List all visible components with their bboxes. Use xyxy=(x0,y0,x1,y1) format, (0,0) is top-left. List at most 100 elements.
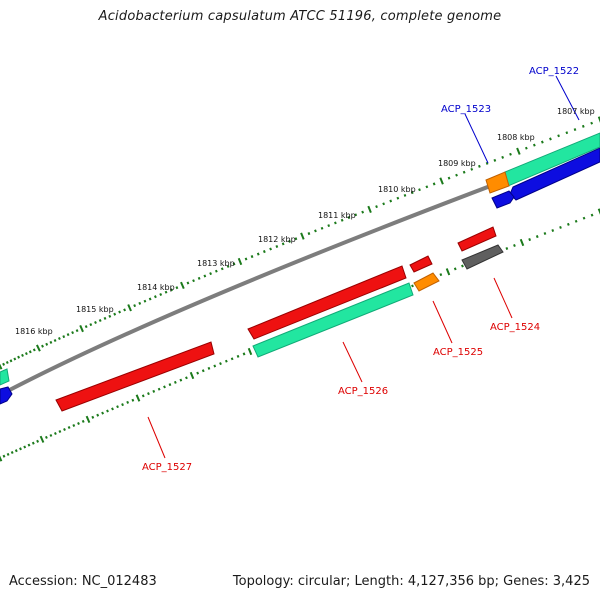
ruler-minor-tick xyxy=(84,325,88,329)
connector-ACP_1527 xyxy=(147,416,166,459)
ruler-minor-tick xyxy=(403,193,407,197)
gene-red-small[interactable] xyxy=(409,255,433,273)
ruler-minor-tick xyxy=(447,176,451,180)
ruler-minor-tick xyxy=(505,247,509,250)
ruler-minor-tick xyxy=(389,199,393,203)
ruler-minor-tick xyxy=(89,323,93,327)
ruler-minor-tick xyxy=(163,385,166,389)
ruler-minor-tick xyxy=(220,267,224,271)
ruler-minor-tick xyxy=(179,378,183,382)
connector-ACP_1523 xyxy=(464,113,489,164)
ruler-minor-tick xyxy=(186,281,190,285)
ruler-minor-tick xyxy=(17,355,21,359)
ruler-minor-tick xyxy=(540,140,544,144)
ruler-minor-tick xyxy=(543,232,547,235)
gene-ACP_1524[interactable] xyxy=(461,244,504,270)
ruler-major-tick xyxy=(135,394,141,402)
ruler-minor-tick xyxy=(590,121,594,125)
gene-label-ACP_1522[interactable]: ACP_1522 xyxy=(529,66,579,77)
ruler-label: 1814 kbp xyxy=(137,283,175,292)
ruler-minor-tick xyxy=(27,443,31,447)
gene-label-ACP_1524[interactable]: ACP_1524 xyxy=(490,322,540,333)
ruler-minor-tick xyxy=(49,340,53,344)
ruler-label: 1810 kbp xyxy=(378,185,416,194)
ruler-minor-tick xyxy=(565,131,569,135)
ruler-minor-tick xyxy=(411,284,414,288)
ruler-minor-tick xyxy=(244,257,248,261)
gene-labels: ACP_1522 ACP_1523 ACP_1524 ACP_1525 ACP_… xyxy=(142,66,579,473)
ruler-minor-tick xyxy=(307,232,311,236)
ruler-minor-tick xyxy=(232,262,236,266)
ruler-minor-tick xyxy=(21,353,24,357)
ruler-minor-tick xyxy=(28,350,32,354)
ruler-minor-tick xyxy=(213,364,217,368)
ruler-minor-tick xyxy=(118,310,122,314)
ruler-major-tick xyxy=(247,347,253,356)
gene-ACP_1525[interactable] xyxy=(413,272,440,292)
ruler-label: 1813 kbp xyxy=(197,259,235,268)
ruler-minor-tick xyxy=(340,218,344,222)
gene-label-ACP_1526[interactable]: ACP_1526 xyxy=(338,386,388,397)
ruler-minor-tick xyxy=(67,425,71,430)
ruler-minor-tick xyxy=(24,352,28,356)
ruler-minor-tick xyxy=(63,427,66,432)
ruler-minor-tick xyxy=(164,290,168,294)
ruler-major-tick xyxy=(79,324,84,333)
gene-ACP_1526[interactable] xyxy=(252,282,414,358)
gene-blue-small[interactable] xyxy=(491,190,515,209)
ruler-minor-tick xyxy=(478,164,481,168)
ruler-minor-tick xyxy=(214,269,218,273)
ruler-major-tick xyxy=(85,415,91,423)
ruler-minor-tick xyxy=(133,304,137,308)
gene-label-ACP_1525[interactable]: ACP_1525 xyxy=(433,347,483,358)
ruler-minor-tick xyxy=(201,369,205,373)
ruler-minor-tick xyxy=(13,357,17,361)
gene-ACP_1524-red[interactable] xyxy=(457,226,497,252)
gene-ACP_1523[interactable] xyxy=(485,171,510,194)
ruler-minor-tick xyxy=(581,124,585,128)
ruler-minor-tick xyxy=(573,128,577,132)
ruler-label: 1809 kbp xyxy=(438,159,476,168)
ruler-minor-tick xyxy=(10,450,14,455)
ruler-minor-tick xyxy=(138,301,142,305)
ruler-minor-tick xyxy=(375,205,378,209)
ruler-major-tick xyxy=(597,208,600,215)
gene-label-ACP_1523[interactable]: ACP_1523 xyxy=(441,104,491,115)
ruler-minor-tick xyxy=(574,219,578,223)
ruler-major-tick xyxy=(519,238,525,247)
ruler-minor-tick xyxy=(173,380,177,384)
ruler-minor-tick xyxy=(513,244,516,247)
ruler-major-tick xyxy=(439,177,444,185)
ruler-labels: 1807 kbp 1808 kbp 1809 kbp 1810 kbp 1811… xyxy=(15,107,595,336)
ruler-minor-tick xyxy=(532,143,536,147)
gene-label-ACP_1527[interactable]: ACP_1527 xyxy=(142,462,192,473)
ruler-minor-tick xyxy=(314,229,317,233)
ruler-minor-tick xyxy=(57,336,61,341)
gene-left-blue[interactable] xyxy=(0,386,13,405)
ruler-minor-tick xyxy=(549,137,552,141)
ruler-minor-tick xyxy=(582,216,586,220)
connector-ACP_1525 xyxy=(432,300,453,344)
gene-red-long[interactable] xyxy=(247,265,407,340)
ruler-minor-tick xyxy=(269,247,273,251)
ruler-minor-tick xyxy=(175,286,179,290)
ruler-minor-tick xyxy=(461,264,464,268)
ruler-minor-tick xyxy=(108,314,112,318)
ruler-minor-tick xyxy=(170,288,173,292)
ruler-minor-tick xyxy=(288,239,291,243)
ruler-minor-tick xyxy=(14,449,18,453)
ruler-major-tick xyxy=(597,116,600,123)
ruler-minor-tick xyxy=(159,292,163,297)
ruler-minor-tick xyxy=(185,376,188,380)
ruler-major-tick xyxy=(445,268,451,276)
ruler-minor-tick xyxy=(524,146,528,150)
ruler-minor-tick xyxy=(275,245,279,248)
ruler-minor-tick xyxy=(121,403,124,407)
gene-left-teal[interactable] xyxy=(0,368,10,386)
ruler-major-tick xyxy=(127,304,132,312)
ruler-minor-tick xyxy=(152,389,156,393)
ruler-minor-tick xyxy=(123,308,127,312)
ruler-minor-tick xyxy=(207,366,211,370)
gene-ACP_1527[interactable] xyxy=(55,341,215,412)
